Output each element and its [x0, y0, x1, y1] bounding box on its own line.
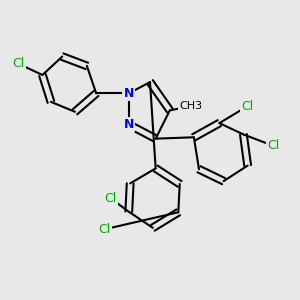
Text: Cl: Cl — [12, 57, 25, 70]
Text: CH3: CH3 — [179, 101, 203, 111]
Text: Cl: Cl — [267, 139, 279, 152]
Text: N: N — [124, 87, 134, 100]
Text: Cl: Cl — [99, 223, 111, 236]
Text: N: N — [124, 118, 134, 131]
Text: Cl: Cl — [242, 100, 254, 112]
Text: Cl: Cl — [104, 192, 116, 205]
